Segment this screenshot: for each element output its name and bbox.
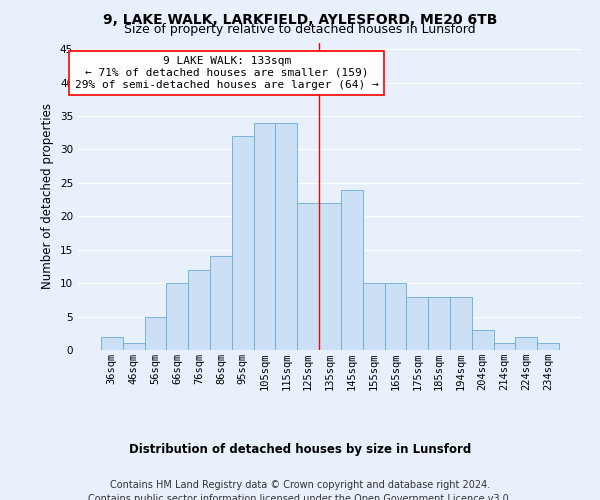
Text: Size of property relative to detached houses in Lunsford: Size of property relative to detached ho… [124,22,476,36]
Text: 9, LAKE WALK, LARKFIELD, AYLESFORD, ME20 6TB: 9, LAKE WALK, LARKFIELD, AYLESFORD, ME20… [103,12,497,26]
Bar [123,344,145,350]
Bar [385,283,406,350]
Bar [145,316,166,350]
Y-axis label: Number of detached properties: Number of detached properties [41,104,55,289]
Bar [363,283,385,350]
Bar [428,296,450,350]
Bar [341,190,363,350]
Bar [450,296,472,350]
Bar [515,336,537,350]
Text: Distribution of detached houses by size in Lunsford: Distribution of detached houses by size … [129,442,471,456]
Text: Contains HM Land Registry data © Crown copyright and database right 2024.
Contai: Contains HM Land Registry data © Crown c… [88,480,512,500]
Bar [254,122,275,350]
Text: 9 LAKE WALK: 133sqm
← 71% of detached houses are smaller (159)
29% of semi-detac: 9 LAKE WALK: 133sqm ← 71% of detached ho… [75,56,379,90]
Bar [319,203,341,350]
Bar [537,344,559,350]
Bar [297,203,319,350]
Bar [472,330,494,350]
Bar [210,256,232,350]
Bar [101,336,123,350]
Bar [275,122,297,350]
Bar [494,344,515,350]
Bar [406,296,428,350]
Bar [166,283,188,350]
Bar [188,270,210,350]
Bar [232,136,254,350]
